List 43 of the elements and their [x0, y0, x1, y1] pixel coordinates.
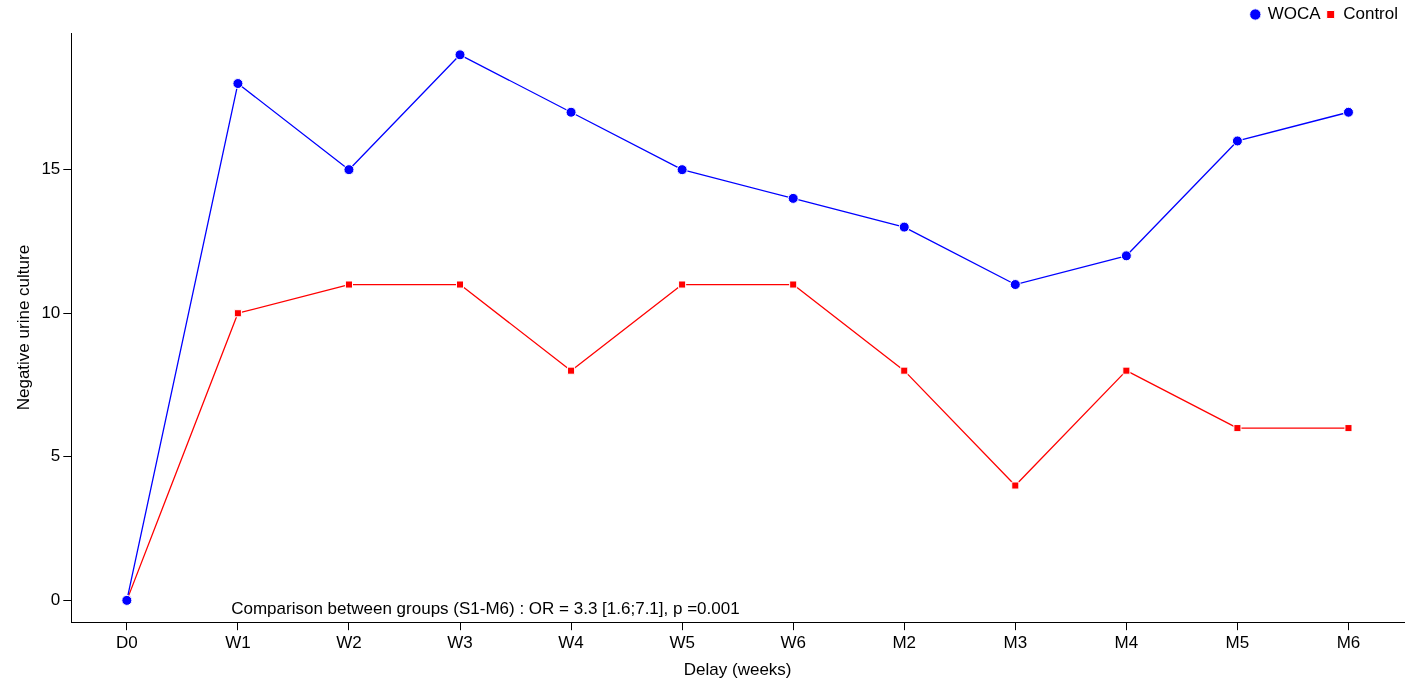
point: [1011, 481, 1020, 490]
point: [787, 192, 799, 204]
point: [1009, 279, 1021, 291]
y-tick-label: 15: [41, 159, 61, 179]
x-tick-label: W5: [669, 633, 695, 653]
point: [233, 309, 242, 318]
point: [676, 164, 688, 176]
annotation: Comparison between groups (S1-M6) : OR = 3.3 [1.6;7.1], p =0.001: [231, 599, 740, 619]
x-tick-label: W2: [336, 633, 362, 653]
x-tick-label: M3: [1003, 633, 1028, 653]
x-tick-label: M6: [1336, 633, 1361, 653]
y-tick-label: 0: [50, 590, 61, 610]
point: [900, 366, 909, 375]
point: [454, 49, 466, 61]
point: [678, 280, 687, 289]
x-tick-label: W4: [558, 633, 584, 653]
point: [232, 78, 244, 90]
y-tick-label: 10: [41, 302, 61, 322]
x-tick-label: D0: [115, 633, 138, 653]
point: [1120, 250, 1132, 262]
point: [1233, 424, 1242, 433]
point: [1231, 135, 1243, 147]
point: [789, 280, 798, 289]
y-tick-label: 5: [50, 446, 61, 466]
point: [1122, 366, 1131, 375]
x-tick-label: W6: [780, 633, 806, 653]
x-tick-label: W1: [225, 633, 251, 653]
y-axis-title: Negative urine culture: [13, 244, 33, 411]
point: [455, 280, 465, 289]
x-tick-label: M4: [1114, 633, 1139, 653]
legend-label: WOCA: [1267, 4, 1322, 24]
x-axis-title: Delay (weeks): [683, 660, 792, 680]
point: [567, 366, 576, 375]
point: [343, 164, 355, 176]
point: [1344, 424, 1353, 433]
point: [344, 280, 353, 289]
point: [1342, 106, 1354, 118]
point: [565, 106, 577, 118]
x-tick-label: W3: [447, 633, 473, 653]
x-tick-label: M5: [1225, 633, 1250, 653]
x-tick-label: M2: [892, 633, 917, 653]
point: [898, 221, 910, 233]
legend-label: Control: [1343, 4, 1399, 24]
